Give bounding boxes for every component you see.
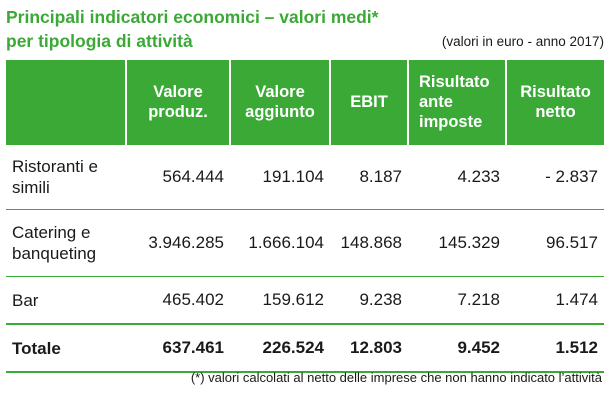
table-cell: 9.238 [330,276,408,324]
page-subtitle: per tipologia di attività [6,31,193,51]
header-empty-cell [6,60,126,145]
unit-note: (valori in euro - anno 2017) [441,34,604,49]
total-cell: 12.803 [330,323,408,373]
page-title: Principali indicatori economici – valori… [6,7,379,27]
table-cell: 96.517 [506,209,604,277]
table-cell: 465.402 [126,276,230,324]
table-cell: 8.187 [330,144,408,210]
table-cell: 3.946.285 [126,209,230,277]
row-label: Bar [6,276,126,324]
table-cell: 148.868 [330,209,408,277]
table-cell: 4.233 [408,144,506,210]
subtitle-row: per tipologia di attività (valori in eur… [6,30,604,54]
footnote: (*) valori calcolati al netto delle impr… [190,370,602,385]
total-cell: 226.524 [230,323,330,373]
table-cell: 564.444 [126,144,230,210]
table-cell: 1.666.104 [230,209,330,277]
row-label: Ristoranti e simili [6,144,126,210]
table-row: Bar 465.402 159.612 9.238 7.218 1.474 [6,276,604,324]
table-row: Ristoranti e simili 564.444 191.104 8.18… [6,144,604,210]
header-row: Valore produz. Valore aggiunto EBIT Risu… [6,60,604,145]
table-cell: 191.104 [230,144,330,210]
col-header-valore-produz: Valore produz. [125,60,230,145]
col-header-risultato-ante-imposte: Risultato ante imposte [407,60,506,145]
indicators-table: Valore produz. Valore aggiunto EBIT Risu… [6,60,604,373]
table-cell: 1.474 [506,276,604,324]
col-header-valore-aggiunto: Valore aggiunto [229,60,330,145]
col-header-ebit: EBIT [329,60,408,145]
total-label: Totale [6,323,126,373]
total-row: Totale 637.461 226.524 12.803 9.452 1.51… [6,323,604,373]
table-row: Catering e banqueting 3.946.285 1.666.10… [6,209,604,277]
total-cell: 9.452 [408,323,506,373]
table-cell: 7.218 [408,276,506,324]
total-cell: 637.461 [126,323,230,373]
table-cell: 145.329 [408,209,506,277]
row-label: Catering e banqueting [6,209,126,277]
col-header-risultato-netto: Risultato netto [505,60,604,145]
total-cell: 1.512 [506,323,604,373]
table-cell: 159.612 [230,276,330,324]
table-cell: - 2.837 [506,144,604,210]
